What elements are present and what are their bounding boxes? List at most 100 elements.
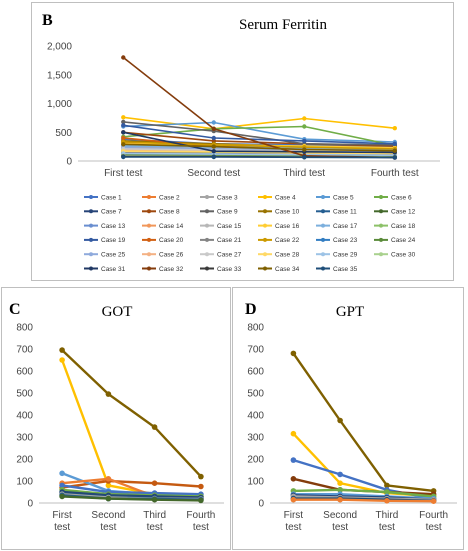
data-point bbox=[211, 154, 216, 160]
series-line bbox=[123, 121, 395, 146]
series-34 bbox=[121, 142, 397, 153]
legend-label: Case 28 bbox=[275, 252, 300, 259]
series-10 bbox=[290, 496, 437, 504]
data-point bbox=[392, 141, 397, 146]
series-19 bbox=[121, 123, 397, 146]
data-point bbox=[121, 142, 126, 147]
series-line bbox=[123, 125, 395, 147]
legend-marker bbox=[321, 252, 325, 257]
x-tick-label: First test bbox=[104, 168, 143, 179]
data-point bbox=[198, 483, 204, 490]
data-point bbox=[151, 480, 158, 486]
series-line bbox=[61, 349, 202, 478]
legend-label: Case 34 bbox=[275, 266, 300, 273]
series-line bbox=[123, 143, 395, 152]
series-line bbox=[123, 124, 395, 145]
legend-label: Case 29 bbox=[333, 252, 358, 259]
data-point bbox=[302, 116, 307, 121]
series-line bbox=[61, 479, 201, 489]
legend-item: Case 28 bbox=[258, 252, 300, 259]
legend-item: Case 6 bbox=[374, 194, 412, 201]
legend-label: Case 30 bbox=[391, 252, 416, 259]
legend-label: Case 11 bbox=[333, 209, 357, 216]
ferritin-chart: B Serum Ferritin 0 500 1,000 1,500 2,000 Firs… bbox=[42, 12, 440, 273]
legend-item: Case 35 bbox=[316, 266, 358, 273]
y-tick-label: 800 bbox=[16, 323, 33, 334]
legend-marker bbox=[263, 266, 267, 271]
legend-label: Case 1 bbox=[101, 194, 122, 201]
legend-label: Case 16 bbox=[275, 223, 300, 230]
legend-item: Case 4 bbox=[258, 194, 296, 201]
series-line bbox=[293, 488, 434, 498]
data-point bbox=[59, 347, 65, 353]
legend-label: Case 32 bbox=[159, 266, 184, 273]
y-tick-label: 700 bbox=[16, 345, 33, 356]
legend-item: Case 31 bbox=[84, 266, 126, 273]
legend-marker bbox=[321, 266, 325, 271]
legend-item: Case 29 bbox=[316, 252, 358, 259]
legend-item: Case 3 bbox=[200, 194, 238, 201]
data-point bbox=[59, 493, 65, 500]
data-point bbox=[302, 147, 307, 152]
legend-item: Case 7 bbox=[84, 209, 122, 216]
y-tick-label: 0 bbox=[66, 157, 72, 168]
data-point bbox=[430, 498, 437, 504]
legend-marker bbox=[147, 209, 151, 214]
data-point bbox=[302, 138, 307, 144]
legend-item: Case 20 bbox=[142, 237, 184, 244]
x-tick-label: Fourth test bbox=[419, 510, 448, 533]
series-line bbox=[123, 141, 395, 150]
legend-marker bbox=[147, 195, 151, 199]
panel-label-c: C bbox=[9, 301, 21, 318]
x-tick-label: Fourth test bbox=[186, 510, 215, 533]
y-tick-label: 200 bbox=[247, 455, 264, 466]
data-point bbox=[211, 120, 216, 125]
data-point bbox=[392, 155, 397, 160]
legend-item: Case 30 bbox=[374, 252, 416, 259]
legend-marker bbox=[205, 237, 209, 242]
data-point bbox=[211, 135, 216, 141]
series-1 bbox=[290, 350, 437, 494]
legend-marker bbox=[379, 223, 383, 228]
legend-label: Case 14 bbox=[159, 223, 184, 230]
legend-item: Case 18 bbox=[374, 223, 416, 230]
legend-label: Case 23 bbox=[333, 237, 358, 244]
legend-label: Case 17 bbox=[333, 223, 358, 230]
chart-panel-b: B Serum Ferritin 0 500 1,000 1,500 2,000 Firs… bbox=[31, 2, 454, 281]
chart-panel-d: D GPT 0 100 200 300 400 500 600 700 800 First test… bbox=[232, 287, 464, 550]
y-tick-label: 300 bbox=[16, 433, 33, 444]
legend-label: Case 10 bbox=[275, 209, 300, 216]
data-point bbox=[105, 476, 112, 482]
data-point bbox=[337, 480, 343, 486]
legend-item: Case 13 bbox=[84, 223, 126, 230]
y-tick-label: 400 bbox=[247, 411, 264, 422]
legend-marker bbox=[379, 195, 383, 199]
legend-item: Case 11 bbox=[316, 209, 357, 216]
legend-marker bbox=[205, 266, 209, 271]
data-point bbox=[151, 424, 158, 430]
legend-marker bbox=[263, 237, 267, 242]
legend-label: Case 21 bbox=[217, 237, 242, 244]
legend-label: Case 27 bbox=[217, 252, 242, 259]
legend-marker bbox=[379, 252, 383, 257]
legend-item: Case 33 bbox=[200, 266, 242, 273]
legend-item: Case 12 bbox=[374, 209, 416, 216]
legend-label: Case 24 bbox=[391, 237, 416, 244]
data-point bbox=[337, 471, 343, 478]
legend-label: Case 2 bbox=[159, 194, 180, 201]
legend-label: Case 26 bbox=[159, 252, 184, 259]
series-line bbox=[123, 131, 395, 154]
data-point bbox=[121, 130, 126, 135]
y-tick-label: 300 bbox=[247, 433, 264, 444]
y-tick-label: 500 bbox=[16, 389, 33, 400]
legend-label: Case 15 bbox=[217, 223, 242, 230]
x-tick-label: Fourth test bbox=[371, 168, 419, 179]
series-line bbox=[61, 484, 201, 496]
data-point bbox=[384, 498, 390, 504]
y-tick-label: 500 bbox=[55, 128, 72, 139]
legend-label: Case 33 bbox=[217, 266, 242, 273]
y-tick-label: 2,000 bbox=[47, 42, 72, 53]
legend-label: Case 22 bbox=[275, 237, 300, 244]
series-35 bbox=[121, 154, 397, 160]
data-point bbox=[290, 476, 297, 482]
